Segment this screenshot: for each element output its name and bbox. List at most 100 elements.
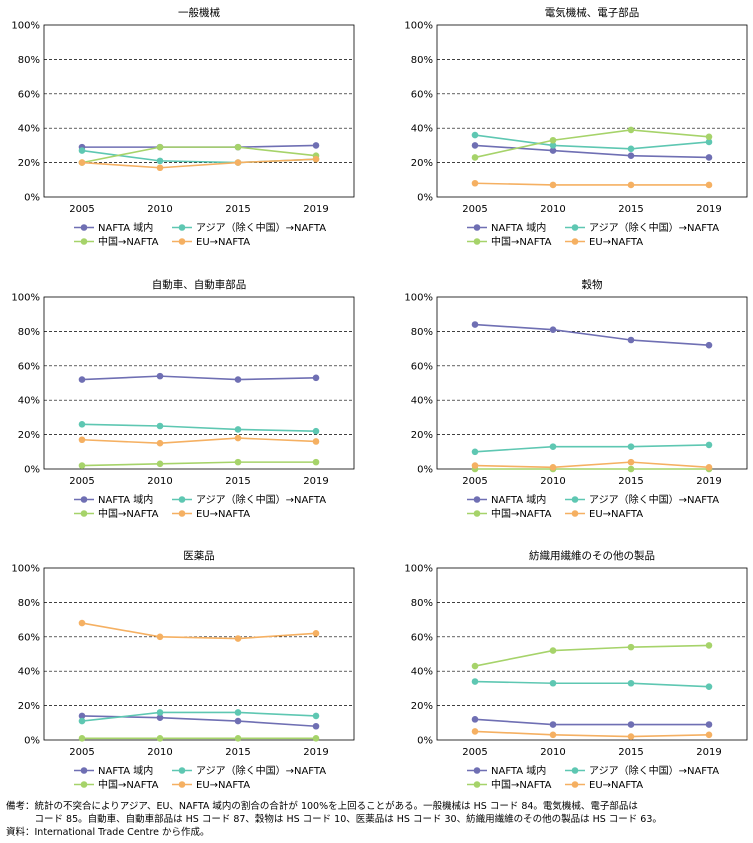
legend-label: 中国→NAFTA (98, 235, 159, 248)
data-point-eu (156, 633, 164, 641)
legend-marker (473, 496, 481, 503)
data-point-nafta (471, 142, 479, 149)
plot-area (436, 296, 748, 470)
data-point-eu (627, 733, 635, 740)
data-point-eu (312, 630, 320, 637)
series-line-asia (474, 134, 710, 150)
legend-item-china: 中国→NAFTA (74, 235, 159, 248)
x-tick-label: 2015 (618, 204, 643, 215)
data-point-nafta (549, 326, 557, 333)
legend-item-nafta: NAFTA 域内 (467, 493, 546, 506)
legend-marker (178, 781, 186, 788)
legend-item-eu: EU→NAFTA (565, 780, 643, 791)
legend-marker (178, 767, 186, 774)
y-tick-label: 0% (417, 193, 433, 204)
charts-svg: 一般機械 0% 20% 40% 60% 80% 100% 2005 2010 2015 2019 NA… (11, 6, 748, 791)
data-point-eu (705, 181, 713, 189)
data-point-nafta (705, 341, 713, 349)
legend-item-asia: アジア（除く中国）→NAFTA (565, 221, 719, 234)
data-point-asia (549, 443, 557, 450)
data-point-asia (234, 426, 242, 433)
data-point-china (78, 462, 86, 469)
data-point-asia (312, 427, 320, 435)
legend-marker (473, 767, 481, 774)
y-tick-label: 20% (18, 430, 40, 441)
x-tick-label: 2015 (225, 204, 250, 215)
data-point-nafta (627, 721, 635, 728)
legend-marker (178, 224, 186, 231)
legend-marker (80, 496, 88, 503)
series-line-china (81, 146, 317, 164)
data-point-eu (312, 155, 320, 163)
legend-marker (178, 510, 186, 517)
legend-item-nafta: NAFTA 域内 (467, 764, 546, 777)
data-point-asia (627, 145, 635, 153)
x-tick-label: 2005 (69, 747, 94, 758)
y-tick-label: 60% (411, 89, 433, 100)
data-point-china (471, 154, 479, 161)
legend-marker (571, 781, 579, 788)
y-tick-label: 80% (411, 598, 433, 609)
y-tick-label: 20% (18, 701, 40, 712)
legend-marker (80, 238, 88, 245)
data-point-china (312, 458, 320, 466)
data-point-china (234, 143, 242, 151)
data-point-nafta (78, 376, 86, 383)
data-point-nafta (627, 336, 635, 344)
data-point-china (471, 662, 479, 670)
data-point-china (234, 734, 242, 742)
x-tick-label: 2005 (462, 476, 487, 487)
series-line-eu (474, 730, 710, 738)
legend-item-china: 中国→NAFTA (467, 778, 552, 791)
data-point-eu (156, 439, 164, 447)
y-tick-label: 100% (404, 293, 433, 304)
legend-label: EU→NAFTA (589, 509, 643, 520)
series-line-eu (81, 622, 317, 640)
y-tick-label: 60% (18, 632, 40, 643)
data-point-eu (705, 463, 713, 471)
data-point-eu (627, 181, 635, 189)
data-point-china (627, 643, 635, 651)
data-point-asia (705, 138, 713, 146)
y-tick-label: 60% (18, 89, 40, 100)
y-tick-label: 80% (411, 327, 433, 338)
data-point-asia (156, 422, 164, 430)
legend-marker (571, 496, 579, 503)
data-point-asia (78, 147, 86, 154)
legend-label: NAFTA 域内 (491, 221, 546, 234)
data-point-eu (705, 731, 713, 739)
legend-marker (571, 767, 579, 774)
plot-area (43, 296, 355, 470)
data-point-nafta (234, 376, 242, 383)
y-tick-label: 20% (411, 701, 433, 712)
y-tick-label: 60% (411, 632, 433, 643)
y-tick-label: 100% (11, 293, 40, 304)
data-point-eu (471, 179, 479, 187)
x-tick-label: 2019 (303, 476, 328, 487)
chart-title: 一般機械 (178, 6, 220, 19)
y-tick-label: 0% (24, 465, 40, 476)
y-tick-label: 60% (411, 361, 433, 372)
y-tick-label: 40% (18, 396, 40, 407)
data-point-asia (156, 709, 164, 716)
data-point-eu (471, 728, 479, 735)
chart-panel-6: 紡織用繊維のその他の製品 0% 20% 40% 60% 80% 100% 2005 2010 20… (404, 549, 748, 791)
data-point-eu (78, 436, 86, 444)
y-tick-label: 20% (411, 430, 433, 441)
data-point-asia (705, 441, 713, 449)
data-point-asia (471, 678, 479, 685)
legend-item-asia: アジア（除く中国）→NAFTA (172, 764, 326, 777)
legend-label: 中国→NAFTA (98, 507, 159, 520)
legend-item-eu: EU→NAFTA (172, 509, 250, 520)
legend-marker (80, 510, 88, 517)
note-remarks-line-2: コード 85。自動車、自動車部品は HS コード 87、穀物は HS コード 1… (6, 814, 662, 825)
data-point-asia (549, 142, 557, 149)
plot-area (43, 567, 355, 741)
data-point-eu (234, 434, 242, 442)
plot-area (436, 24, 748, 198)
footnotes: 備考：統計の不突合によりアジア、EU、NAFTA 域内の割合の合計が 100%を… (6, 800, 748, 839)
legend-item-eu: EU→NAFTA (565, 509, 643, 520)
legend-item-asia: アジア（除く中国）→NAFTA (172, 221, 326, 234)
x-tick-label: 2005 (69, 476, 94, 487)
y-tick-label: 40% (411, 667, 433, 678)
